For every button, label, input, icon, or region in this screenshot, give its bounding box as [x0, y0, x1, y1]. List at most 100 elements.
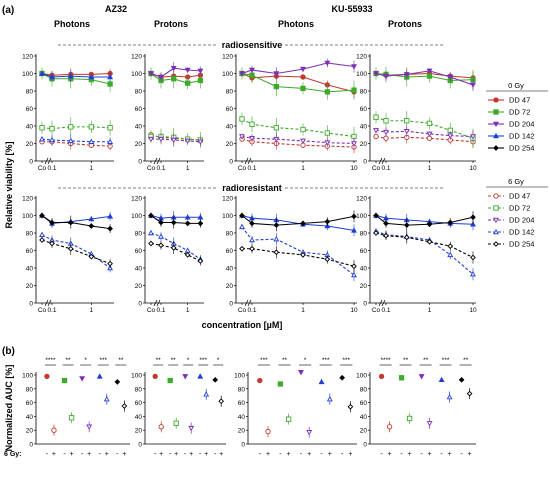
panel-radioresistant-2-dd142-0gy-point — [351, 227, 357, 233]
panel-radiosensitive-1-xtick-label: 0.1 — [156, 165, 165, 172]
panel-radioresistant-0-ytick-label: 100 — [22, 213, 33, 220]
panel-radiosensitive-1-dd204-6gy-point — [170, 137, 177, 144]
panel-radiosensitive-2-dd47-0gy-line — [241, 72, 355, 93]
panel-radiosensitive-2-dd204-0gy-line — [241, 62, 355, 75]
panel-radiosensitive-2-dd204-0gy-point — [324, 60, 331, 67]
panel-radiosensitive-1-dd204-0gy-point — [197, 68, 204, 75]
auc-panel-1-dd47-plus-point — [158, 424, 164, 430]
panel-radiosensitive-2-dd204-6gy-line — [241, 135, 355, 145]
panel-radiosensitive-2-dd204-0gy-point — [300, 66, 306, 73]
panel-radioresistant-1-dd142-0gy-point — [197, 214, 204, 220]
panel-radioresistant-3-dd254-0gy-line — [375, 215, 474, 226]
panel-radiosensitive-3-axis-break-2 — [381, 157, 386, 165]
panel-radioresistant-1-dd254-6gy-point — [148, 240, 154, 247]
auc-panel-3-dd72-minus-point — [398, 375, 405, 381]
legend-item-0-0-marker — [493, 97, 499, 103]
legend-item-1-3-label: DD 142 — [509, 228, 534, 237]
legend-item-1-1-label: DD 72 — [509, 204, 530, 213]
auc-panel-1-dd142-plus-point — [203, 391, 210, 397]
auc-panel-2-dd47-minus-point — [257, 377, 263, 384]
panel-radiosensitive-1-dd204-6gy-point — [197, 139, 204, 145]
panel-radioresistant-1-dd254-0gy-point — [197, 220, 204, 227]
panel-radioresistant-3-dd254-6gy-line — [375, 232, 474, 258]
panel-radioresistant-0-dd254-0gy-point — [67, 219, 74, 226]
auc-panel-2-dd47-plus-point — [265, 428, 271, 435]
panel-radiosensitive-0-dd72-0gy-point — [107, 81, 113, 87]
panel-radiosensitive-3-dd204-0gy-point — [447, 74, 454, 81]
panel-radiosensitive-1-dd204-0gy-point — [148, 71, 154, 77]
auc-panel-2-dd254-sig-label: *** — [342, 357, 350, 364]
gy-row-label: 6 Gy: — [4, 451, 22, 458]
panel-radiosensitive-2-axis-break-2 — [247, 157, 252, 165]
auc-panel-0-ytick-label: 40 — [26, 414, 34, 421]
row-label-radiosensitive: radiosensitive — [58, 40, 445, 50]
panel-radioresistant-2-ytick-label: 120 — [222, 196, 233, 203]
panel-radiosensitive-1-axis-break-2 — [156, 157, 161, 165]
panel-radiosensitive-3-dd47-6gy-point — [373, 133, 379, 140]
panel-radioresistant-2-dd254-0gy-point — [239, 212, 245, 219]
panel-radiosensitive-2-dd47-0gy-point — [300, 74, 306, 80]
panel-radiosensitive-0-dd142-6gy-point — [39, 135, 45, 142]
panel-radiosensitive-3-dd204-0gy-point — [383, 73, 389, 80]
auc-panel-2-dd204-minus-label: - — [300, 451, 303, 458]
panel-radioresistant-2-ytick-label: 80 — [226, 231, 234, 238]
auc-panel-3-dd204-sig-label: ** — [423, 357, 429, 364]
panel-radioresistant-3-dd254-6gy-point — [426, 238, 433, 245]
auc-panel-1-dd72-minus-point — [167, 377, 173, 384]
panel-radiosensitive-3-dd204-0gy-line — [375, 70, 474, 86]
auc-panel-0-dd142-sig-label: *** — [99, 357, 107, 364]
panel-radiosensitive-0-dd142-0gy-point — [39, 70, 45, 76]
panel-radioresistant-2-dd142-6gy-point — [239, 223, 245, 230]
auc-panel-1-dd47-minus-label: - — [154, 451, 157, 458]
auc-panel-0-dd254-plus-label: + — [122, 451, 126, 458]
auc-panel-0-dd47-minus-point — [44, 373, 50, 380]
auc-panel-0-dd254-minus-point — [114, 379, 121, 385]
auc-panel-2-ytick-label: 100 — [234, 373, 245, 380]
panel-radiosensitive-3-dd72-6gy-point — [383, 118, 389, 124]
panel-radioresistant-3-dd254-0gy-point — [470, 214, 476, 221]
panel-radiosensitive-2-dd72-0gy-point — [324, 89, 330, 95]
auc-panel-2-dd254-plus-point — [347, 403, 354, 410]
panel-radiosensitive-0-ytick-label: 0 — [29, 159, 33, 166]
panel-a-label: (a) — [2, 5, 14, 16]
auc-panel-1-dd142-minus-label: - — [199, 451, 202, 458]
radiation-header-protons-3: Protons — [388, 19, 422, 29]
panel-radiosensitive-1-ytick-label: 100 — [131, 71, 142, 78]
auc-panel-2-dd254-minus-point — [339, 374, 346, 381]
panel-radioresistant-0-dd142-0gy-point — [107, 213, 114, 219]
legend-item-0-3-label: DD 142 — [509, 132, 534, 141]
legend-item-1-4-marker — [493, 241, 499, 247]
panel-radioresistant-1-dd254-0gy-point — [184, 220, 191, 227]
panel-radiosensitive-3-dd72-6gy-line — [375, 116, 474, 139]
panel-radiosensitive-3-ytick-label: 80 — [360, 89, 368, 96]
auc-panel-0-dd204-plus-point — [86, 424, 93, 430]
panel-radioresistant-1-dd254-6gy-point — [158, 242, 164, 249]
panel-radioresistant-1-dd254-0gy-point — [158, 219, 164, 226]
panel-radioresistant-1-xtick-label: Co — [147, 307, 156, 314]
auc-panel-3-ytick-label: 80 — [360, 386, 368, 393]
panel-radiosensitive-0-dd142-6gy-point — [49, 136, 55, 143]
panel-radiosensitive-2-dd72-0gy-point — [300, 85, 306, 92]
panel-radiosensitive-2-xtick-label: 0.1 — [247, 165, 256, 172]
auc-panel-2-ytick-label: 20 — [238, 428, 246, 435]
panel-radioresistant-3-dd254-0gy-point — [426, 221, 433, 228]
auc-panel-1-ytick-label: 100 — [131, 373, 142, 380]
auc-panel-2-dd72-sig-label: ** — [282, 357, 288, 364]
x-axis-label-concentration: concentration [µM] — [202, 320, 283, 330]
panel-radiosensitive-2-xtick-label: Co — [238, 165, 247, 172]
auc-panel-0-dd204-sig-label: * — [84, 357, 87, 364]
auc-panel-2-dd72-plus-label: + — [287, 451, 291, 458]
panel-radioresistant-0-dd254-6gy-point — [49, 240, 55, 247]
panel-radiosensitive-2-axis-break-1 — [244, 157, 249, 165]
panel-radioresistant-0-dd254-0gy-point — [88, 223, 95, 229]
legend-item-0-4-marker — [493, 145, 499, 151]
panel-radiosensitive-3-dd204-0gy-point — [426, 68, 433, 75]
panel-radioresistant-0-dd254-0gy-point — [107, 225, 113, 232]
panel-radioresistant-2-axis-break-2 — [247, 299, 252, 307]
row-label-radiosensitive-text: radiosensitive — [222, 40, 283, 50]
panel-radiosensitive-0-dd72-6gy-line — [41, 126, 111, 130]
panel-radioresistant-0-axis-break-2 — [47, 299, 52, 307]
legend-item-1-2-marker — [493, 217, 499, 224]
auc-panel-2-dd204-plus-label: + — [307, 451, 311, 458]
auc-panel-2-dd142-minus-label: - — [320, 451, 323, 458]
